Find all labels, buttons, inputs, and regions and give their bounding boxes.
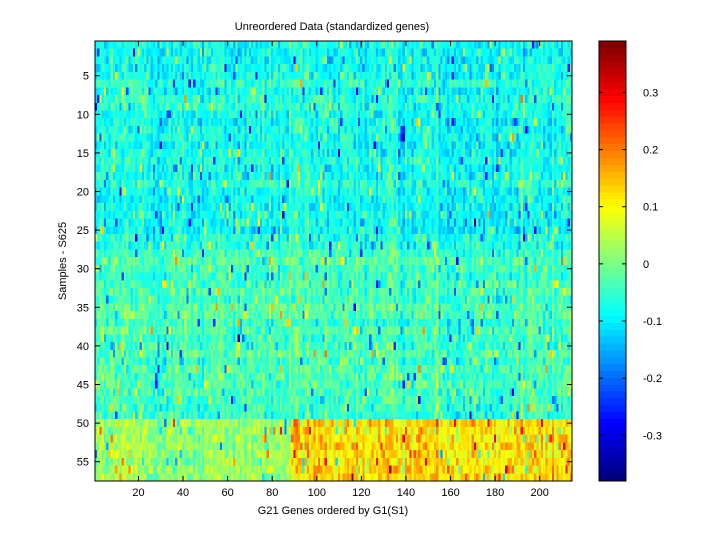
heatmap-cells xyxy=(95,41,572,481)
y-tick-label: 10 xyxy=(77,109,89,121)
x-axis-ticks: 20 40 60 80 100 120 140 160 180 200 xyxy=(132,41,549,499)
colorbar-tick-label: -0.3 xyxy=(643,430,662,442)
y-tick-label: 25 xyxy=(77,225,89,237)
y-tick-label: 55 xyxy=(77,457,89,469)
x-tick-label: 80 xyxy=(266,487,278,499)
x-tick-label: 160 xyxy=(441,487,459,499)
colorbar-tick-label: 0 xyxy=(643,259,649,271)
chart-title: Unreordered Data (standardized genes) xyxy=(235,21,429,33)
y-tick-label: 40 xyxy=(77,341,89,353)
x-tick-label: 100 xyxy=(308,487,326,499)
x-tick-label: 140 xyxy=(397,487,415,499)
x-tick-label: 60 xyxy=(221,487,233,499)
x-tick-label: 200 xyxy=(531,487,549,499)
colorbar-ticks: -0.3 -0.2 -0.1 0 0.1 0.2 0.3 xyxy=(599,87,662,442)
y-tick-label: 35 xyxy=(77,302,89,314)
x-axis-label: G21 Genes ordered by G1(S1) xyxy=(258,505,408,517)
colorbar: -0.3 -0.2 -0.1 0 0.1 0.2 0.3 xyxy=(598,40,662,482)
x-tick-label: 40 xyxy=(177,487,189,499)
x-tick-label: 20 xyxy=(132,487,144,499)
plot-frame xyxy=(94,40,573,482)
colorbar-tick-label: 0.2 xyxy=(643,145,658,157)
x-tick-label: 180 xyxy=(486,487,504,499)
y-tick-label: 20 xyxy=(77,187,89,199)
y-axis-ticks: 5 10 15 20 25 30 35 40 45 50 55 xyxy=(77,71,572,469)
colorbar-tick-label: 0.1 xyxy=(643,202,658,214)
y-tick-label: 5 xyxy=(83,71,89,83)
colorbar-frame xyxy=(598,40,627,482)
y-tick-label: 30 xyxy=(77,264,89,276)
y-tick-label: 50 xyxy=(77,418,89,430)
x-tick-label: 120 xyxy=(352,487,370,499)
colorbar-tick-label: 0.3 xyxy=(643,87,658,99)
colorbar-gradient xyxy=(599,41,626,481)
colorbar-tick-label: -0.2 xyxy=(643,373,662,385)
y-tick-label: 15 xyxy=(77,148,89,160)
y-tick-label: 45 xyxy=(77,380,89,392)
colorbar-tick-label: -0.1 xyxy=(643,316,662,328)
y-axis-label: Samples - S625 xyxy=(57,222,69,300)
heatmap xyxy=(95,41,572,481)
